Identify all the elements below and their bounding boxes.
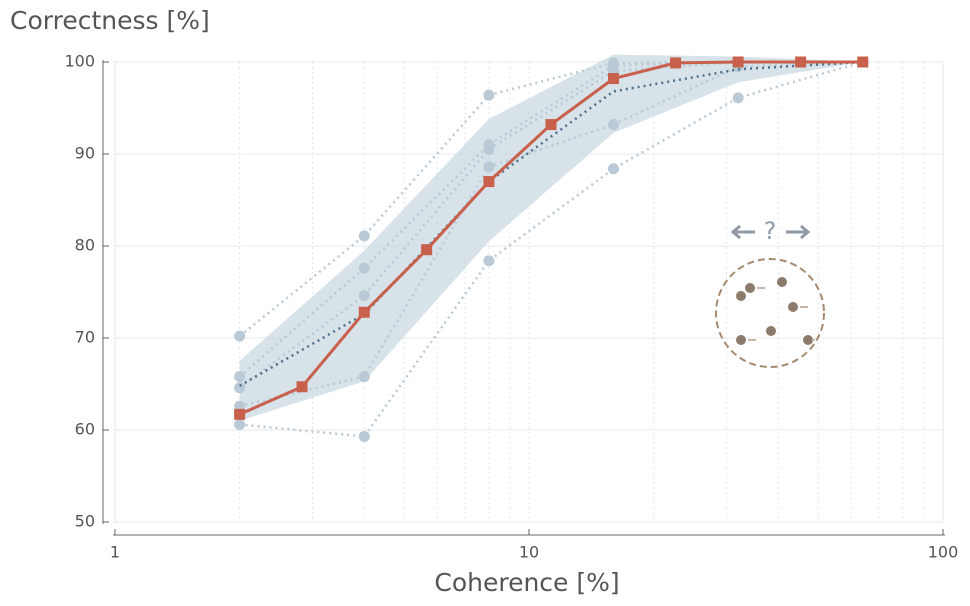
marker xyxy=(358,262,370,274)
marker xyxy=(234,408,246,420)
motion-icon: ? xyxy=(715,217,825,368)
marker xyxy=(234,330,246,342)
marker xyxy=(358,430,370,442)
marker xyxy=(857,56,869,68)
x-tick-label: 10 xyxy=(519,543,539,562)
marker xyxy=(483,89,495,101)
marker xyxy=(234,382,246,394)
marker xyxy=(670,57,682,69)
marker xyxy=(234,400,246,412)
marker xyxy=(483,143,495,155)
marker xyxy=(358,371,370,383)
subject-line xyxy=(239,60,864,438)
subject-line xyxy=(238,60,863,378)
marker xyxy=(732,92,744,104)
y-tick-label: 60 xyxy=(75,420,95,439)
std-band xyxy=(239,54,863,421)
marker xyxy=(358,230,370,242)
marker xyxy=(545,119,557,131)
x-axis-title: Coherence [%] xyxy=(434,568,619,597)
marker xyxy=(483,176,495,188)
marker xyxy=(608,73,620,85)
marker xyxy=(608,119,620,131)
marker xyxy=(795,56,807,68)
y-tick-label: 90 xyxy=(75,144,95,163)
subject-line xyxy=(238,60,863,389)
annotation: ? xyxy=(764,217,777,245)
marker xyxy=(483,161,495,173)
marker xyxy=(608,163,620,175)
y-axis-title: Correctness [%] xyxy=(10,6,210,35)
subject-line xyxy=(238,60,863,338)
x-tick-label: 100 xyxy=(928,543,959,562)
marker xyxy=(358,306,370,318)
y-tick-label: 70 xyxy=(75,328,95,347)
marker xyxy=(296,381,308,393)
subject-line xyxy=(239,60,863,408)
y-tick-label: 50 xyxy=(75,512,95,531)
y-tick-label: 100 xyxy=(64,52,95,71)
marker xyxy=(234,371,246,383)
marker xyxy=(358,290,370,302)
marker xyxy=(234,418,246,430)
marker xyxy=(483,255,495,267)
subject-line xyxy=(239,60,863,387)
marker xyxy=(732,56,744,68)
marker xyxy=(421,244,433,256)
x-tick-label: 1 xyxy=(110,543,120,562)
y-tick-label: 80 xyxy=(75,236,95,255)
